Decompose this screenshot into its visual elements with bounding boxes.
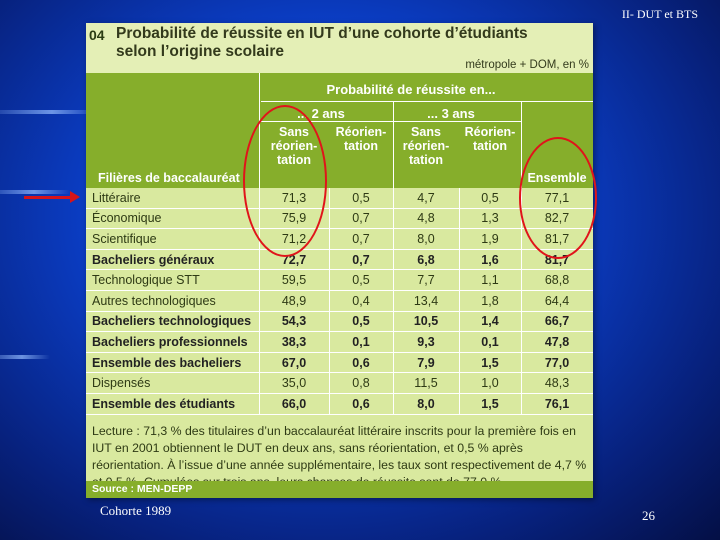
red-arrow-icon [24, 196, 74, 199]
header-divider [261, 121, 521, 122]
reading-note: Lecture : 71,3 % des titulaires d’un bac… [92, 423, 587, 489]
page-number: 26 [642, 508, 655, 523]
cell-value: 35,0 [259, 372, 330, 394]
figure-scan: 04 Probabilité de réussite en IUT d’une … [86, 23, 593, 498]
row-label: Bacheliers généraux [86, 249, 260, 271]
cell-value: 0,7 [329, 249, 394, 271]
cell-value: 1,0 [459, 372, 522, 394]
cell-value: 0,5 [329, 311, 394, 333]
row-label: Autres technologiques [86, 290, 260, 312]
table-row: Bacheliers généraux 72,7 0,7 6,8 1,6 81,7 [86, 249, 593, 271]
cell-value: 0,5 [459, 188, 522, 209]
header-col-reor-2ans: Réorien- tation [335, 125, 387, 153]
cell-value: 0,1 [459, 331, 522, 353]
cell-value: 6,8 [393, 249, 460, 271]
cell-value: 0,6 [329, 393, 394, 415]
header-group-label: Probabilité de réussite en... [326, 82, 496, 97]
header-divider [393, 101, 394, 188]
cell-value: 1,8 [459, 290, 522, 312]
cell-value: 1,5 [459, 393, 522, 415]
cell-value: 1,4 [459, 311, 522, 333]
footer-label: Cohorte 1989 [100, 503, 172, 518]
background-streak [0, 355, 50, 359]
cell-value: 9,3 [393, 331, 460, 353]
cell-value: 66,7 [521, 311, 593, 333]
table-row: Ensemble des bacheliers 67,0 0,6 7,9 1,5 77,0 [86, 352, 593, 374]
table-row: Scientifique 71,2 0,7 8,0 1,9 81,7 [86, 228, 593, 250]
cell-value: 0,7 [329, 208, 394, 230]
cell-value: 8,0 [393, 228, 460, 250]
cell-value: 38,3 [259, 331, 330, 353]
cell-value: 68,8 [521, 269, 593, 291]
cell-value: 66,0 [259, 393, 330, 415]
row-label: Bacheliers technologiques [86, 311, 260, 333]
results-table: Littéraire 71,3 0,5 4,7 0,5 77,1 Économique 75,… [86, 188, 593, 415]
cell-value: 1,1 [459, 269, 522, 291]
cell-value: 4,8 [393, 208, 460, 230]
row-label: Ensemble des bacheliers [86, 352, 260, 374]
cell-value: 0,5 [329, 269, 394, 291]
table-row: Bacheliers professionnels 38,3 0,1 9,3 0,1 47… [86, 331, 593, 353]
cell-value: 7,7 [393, 269, 460, 291]
cell-value: 0,5 [329, 188, 394, 209]
cell-value: 1,3 [459, 208, 522, 230]
header-divider [521, 101, 522, 188]
table-header: Probabilité de réussite en... ... 2 ans … [86, 73, 593, 188]
row-label: Dispensés [86, 372, 260, 394]
red-arrow-head-icon [70, 191, 80, 203]
cell-value: 0,1 [329, 331, 394, 353]
background-streak [0, 190, 70, 194]
table-row: Économique 75,9 0,7 4,8 1,3 82,7 [86, 208, 593, 230]
highlight-circle-2ans [243, 105, 327, 257]
cell-value: 48,3 [521, 372, 593, 394]
background-streak [0, 110, 100, 114]
row-label: Économique [86, 208, 260, 230]
cell-value: 1,5 [459, 352, 522, 374]
row-label: Littéraire [86, 188, 260, 209]
row-label: Scientifique [86, 228, 260, 250]
cell-value: 8,0 [393, 393, 460, 415]
cell-value: 13,4 [393, 290, 460, 312]
header-3ans: ... 3 ans [427, 106, 475, 121]
cell-value: 10,5 [393, 311, 460, 333]
cell-value: 47,8 [521, 331, 593, 353]
cell-value: 54,3 [259, 311, 330, 333]
cell-value: 0,7 [329, 228, 394, 250]
figure-header: 04 Probabilité de réussite en IUT d’une … [86, 23, 593, 73]
cell-value: 67,0 [259, 352, 330, 374]
cell-value: 77,0 [521, 352, 593, 374]
table-row: Bacheliers technologiques 54,3 0,5 10,5 1,4 6… [86, 311, 593, 333]
row-label: Bacheliers professionnels [86, 331, 260, 353]
header-col-sans-3ans: Sans réorien- tation [402, 125, 450, 167]
header-2ans: ... 2 ans [297, 106, 345, 121]
cell-value: 1,6 [459, 249, 522, 271]
table-row: Dispensés 35,0 0,8 11,5 1,0 48,3 [86, 372, 593, 394]
cell-value: 4,7 [393, 188, 460, 209]
table-row: Autres technologiques 48,9 0,4 13,4 1,8 64,4 [86, 290, 593, 312]
cell-value: 11,5 [393, 372, 460, 394]
source-note: Source : MEN-DEPP [86, 481, 593, 498]
cell-value: 0,6 [329, 352, 394, 374]
table-row: Ensemble des étudiants 66,0 0,6 8,0 1,5 76,1 [86, 393, 593, 415]
cell-value: 0,8 [329, 372, 394, 394]
highlight-circle-ensemble [519, 137, 597, 259]
figure-unit: métropole + DOM, en % [465, 59, 589, 71]
slide-title: II- DUT et BTS [621, 7, 698, 21]
cell-value: 0,4 [329, 290, 394, 312]
figure-number: 04 [89, 27, 105, 43]
cell-value: 76,1 [521, 393, 593, 415]
cell-value: 48,9 [259, 290, 330, 312]
cell-value: 7,9 [393, 352, 460, 374]
header-col-reor-3ans: Réorien- tation [464, 125, 516, 153]
table-row: Technologique STT 59,5 0,5 7,7 1,1 68,8 [86, 269, 593, 291]
cell-value: 1,9 [459, 228, 522, 250]
table-row: Littéraire 71,3 0,5 4,7 0,5 77,1 [86, 188, 593, 209]
cell-value: 59,5 [259, 269, 330, 291]
header-row-label: Filières de baccalauréat [98, 171, 240, 185]
row-label: Ensemble des étudiants [86, 393, 260, 415]
cell-value: 64,4 [521, 290, 593, 312]
figure-title: Probabilité de réussite en IUT d’une coh… [116, 25, 528, 60]
header-divider [261, 101, 593, 102]
row-label: Technologique STT [86, 269, 260, 291]
